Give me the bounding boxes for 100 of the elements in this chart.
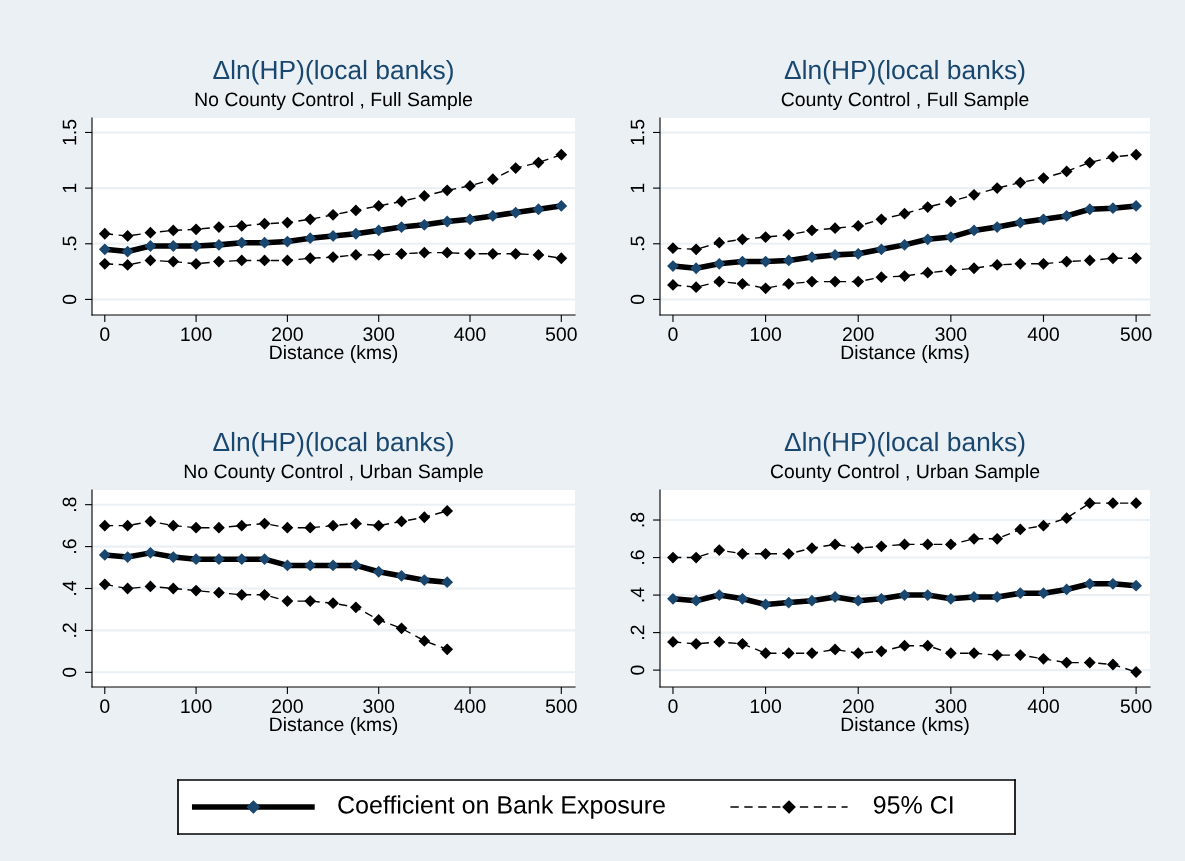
point <box>441 505 453 517</box>
point <box>1061 512 1073 524</box>
x-tick-label: 0 <box>668 327 678 342</box>
point <box>922 640 934 652</box>
point <box>898 270 911 282</box>
point <box>281 254 293 267</box>
point <box>236 520 248 532</box>
point <box>968 262 980 274</box>
y-tick-label: .5 <box>630 236 645 251</box>
point <box>1037 520 1050 532</box>
point <box>852 542 864 554</box>
point <box>783 647 795 659</box>
point <box>922 201 934 213</box>
point <box>759 647 772 659</box>
x-tick-label: 0 <box>100 699 110 714</box>
point <box>327 597 339 609</box>
y-tick-label: 1.5 <box>630 119 645 145</box>
point <box>99 520 111 532</box>
point <box>236 220 248 232</box>
point <box>1037 258 1050 270</box>
point <box>99 258 111 270</box>
point <box>487 248 499 260</box>
point <box>852 276 864 288</box>
point <box>418 635 430 647</box>
point <box>968 647 980 659</box>
point <box>1107 151 1119 163</box>
x-axis-title: Distance (kms) <box>841 344 969 364</box>
point <box>236 589 248 601</box>
x-tick-label: 500 <box>1120 699 1152 714</box>
x-tick-label: 0 <box>668 699 678 714</box>
point <box>464 248 476 260</box>
point <box>327 251 339 263</box>
point <box>759 282 772 294</box>
point <box>418 511 430 523</box>
point <box>213 221 225 233</box>
point <box>736 638 749 650</box>
point <box>1130 497 1142 509</box>
point <box>122 582 134 595</box>
x-tick-label: 100 <box>181 327 212 342</box>
chart-title: Δln(HP)(local banks) <box>213 59 453 85</box>
point <box>806 276 818 288</box>
point <box>736 233 749 245</box>
point <box>875 271 887 283</box>
chart-title: Δln(HP)(local banks) <box>213 431 453 457</box>
point <box>690 551 702 564</box>
point <box>1014 258 1026 270</box>
point <box>373 200 385 212</box>
point <box>1084 156 1096 169</box>
point <box>258 254 271 267</box>
point <box>395 515 408 528</box>
point <box>441 247 453 259</box>
x-tick-label: 500 <box>1120 327 1152 342</box>
point <box>350 204 362 216</box>
point <box>875 645 887 657</box>
point <box>418 247 430 259</box>
point <box>144 515 157 528</box>
point <box>122 520 134 532</box>
x-tick-label: 0 <box>100 327 110 342</box>
point <box>213 522 225 534</box>
y-tick-label: .2 <box>62 623 77 637</box>
point <box>829 643 841 656</box>
chart-title: Δln(HP)(local banks) <box>784 59 1025 85</box>
y-tick-label: 1 <box>62 183 77 193</box>
x-axis-title: Distance (kms) <box>270 716 398 736</box>
point <box>167 255 179 268</box>
point <box>122 259 134 271</box>
point <box>1107 658 1119 671</box>
point <box>144 227 157 239</box>
point <box>236 254 248 267</box>
point <box>555 252 567 264</box>
point <box>898 640 911 652</box>
x-tick-label: 100 <box>750 327 782 342</box>
point <box>510 248 522 260</box>
x-tick-label: 300 <box>363 327 395 342</box>
chart-subtitle: No County Control , Urban Sample <box>184 463 483 483</box>
point <box>968 533 980 545</box>
point <box>144 254 157 267</box>
y-tick-label: .4 <box>630 587 645 602</box>
point <box>922 538 934 551</box>
point <box>806 647 818 659</box>
point <box>898 208 911 220</box>
point <box>487 173 499 185</box>
y-tick-label: 1.5 <box>62 119 77 145</box>
point <box>1084 657 1096 669</box>
point <box>213 255 225 268</box>
point <box>1014 649 1026 661</box>
point <box>464 180 476 192</box>
chart-subtitle: County Control , Urban Sample <box>770 463 1040 483</box>
chart-subtitle: No County Control , Full Sample <box>195 91 473 111</box>
point <box>258 517 271 530</box>
point <box>1130 149 1142 161</box>
point <box>875 213 887 225</box>
point <box>991 533 1003 545</box>
point <box>1014 523 1026 536</box>
point <box>304 522 316 534</box>
x-tick-label: 200 <box>272 327 303 342</box>
point <box>99 228 111 240</box>
point <box>713 276 725 288</box>
point <box>1037 172 1050 184</box>
x-axis-title: Distance (kms) <box>270 344 398 364</box>
